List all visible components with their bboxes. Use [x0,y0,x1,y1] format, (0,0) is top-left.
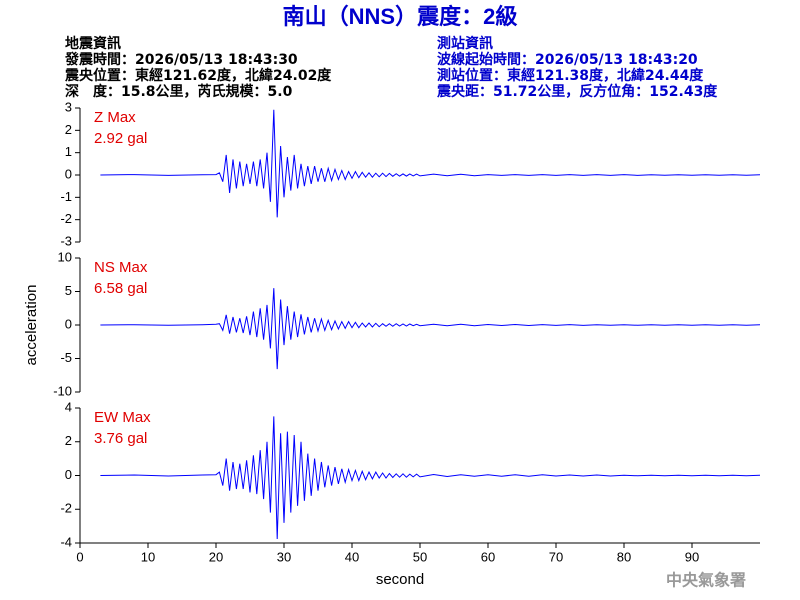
y-tick-label: -10 [53,383,72,398]
x-tick-label: 40 [345,549,359,564]
y-tick-label: 0 [65,166,72,181]
x-tick-label: 80 [617,549,631,564]
x-tick-label: 90 [685,549,699,564]
footer: 中央氣象署 [666,571,746,590]
y-tick-label: 2 [65,122,72,137]
chart-title: 南山（NNS）震度：2級 [283,4,518,29]
info-right: 測站位置：東經121.38度，北緯24.44度 [437,67,704,84]
y-axis-label: acceleration [23,285,40,366]
x-tick-label: 10 [141,549,155,564]
y-tick-label: 4 [65,399,72,414]
annotation: Z Max [94,109,136,126]
info-right: 波線起始時間：2026/05/13 18:43:20 [437,51,698,68]
waveform [100,109,761,218]
info-left: 震央位置：東經121.62度，北緯24.02度 [64,67,332,84]
annotation: NS Max [94,259,148,276]
x-tick-label: 0 [76,549,83,564]
y-tick-label: -5 [60,350,72,365]
info-left: 深 度：15.8公里，芮氏規模：5.0 [65,83,293,100]
y-tick-label: -3 [60,233,72,248]
x-tick-label: 70 [549,549,563,564]
y-tick-label: -1 [60,189,72,204]
y-tick-label: 2 [65,433,72,448]
x-tick-label: 50 [413,549,427,564]
x-tick-label: 30 [277,549,291,564]
waveform [100,416,761,540]
x-axis-label: second [376,571,424,588]
waveform [100,288,761,370]
x-tick-label: 60 [481,549,495,564]
y-tick-label: 1 [65,144,72,159]
y-tick-label: 0 [65,316,72,331]
y-tick-label: 3 [65,99,72,114]
info-right: 震央距：51.72公里，反方位角：152.43度 [436,83,718,100]
x-tick-label: 20 [209,549,223,564]
y-tick-label: 5 [65,283,72,298]
y-tick-label: -2 [60,211,72,226]
y-tick-label: -4 [60,534,72,549]
annotation: 2.92 gal [94,130,147,147]
y-tick-label: 0 [65,467,72,482]
annotation: 6.58 gal [94,280,147,297]
y-tick-label: -2 [60,501,72,516]
annotation: 3.76 gal [94,430,147,447]
info-right: 測站資訊 [437,35,493,52]
y-tick-label: 10 [58,249,72,264]
annotation: EW Max [94,409,151,426]
info-left: 地震資訊 [65,35,121,52]
info-left: 發震時間：2026/05/13 18:43:30 [64,51,298,68]
